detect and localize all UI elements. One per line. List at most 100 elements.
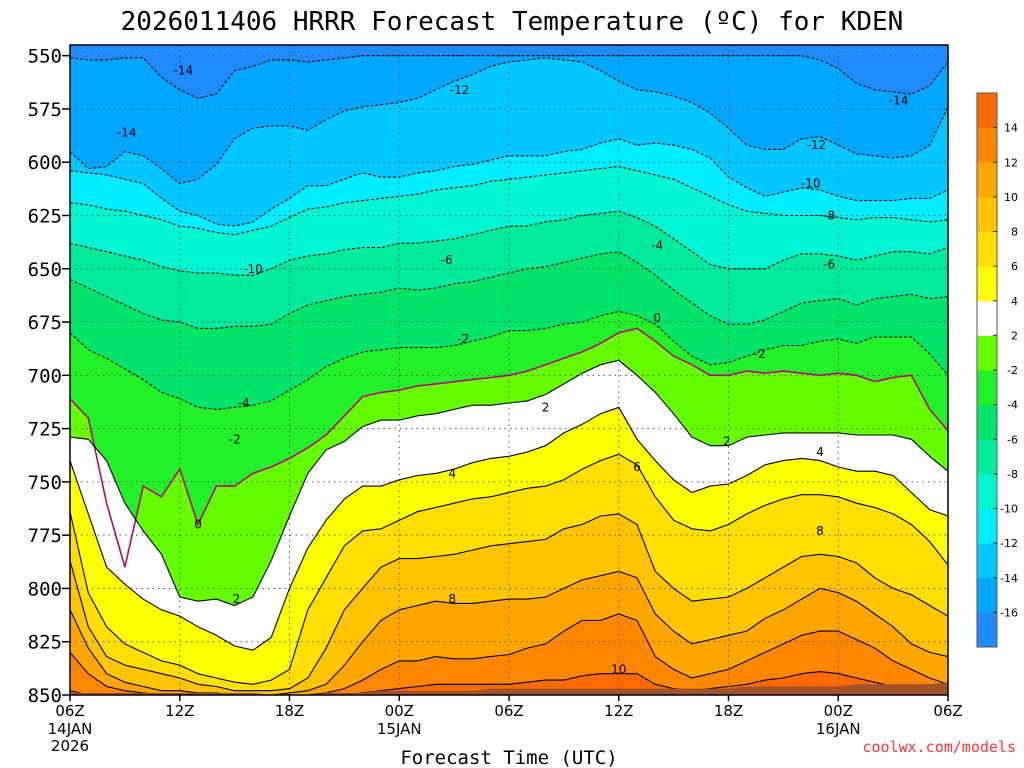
colorbar-label: -8 xyxy=(1007,468,1018,481)
colorbar-label: -4 xyxy=(1007,399,1018,412)
isotherm-0 xyxy=(70,327,948,568)
colorbar-label: 6 xyxy=(1011,260,1018,273)
x-tick-sublabel: 2026 xyxy=(51,737,89,755)
x-tick-label: 12Z xyxy=(604,702,633,720)
colorbar-swatch xyxy=(977,404,997,440)
contour-label: 2 xyxy=(233,592,241,606)
isotherm-4 xyxy=(70,406,948,651)
isotherm--6 xyxy=(70,210,948,276)
colorbar-swatch xyxy=(977,300,997,336)
y-tick-label: 600 xyxy=(28,152,62,174)
x-tick-label: 00Z xyxy=(385,702,414,720)
x-tick-label: 06Z xyxy=(494,702,523,720)
isotherm-14 xyxy=(70,671,948,695)
colorbar-swatch xyxy=(977,370,997,406)
y-tick-label: 850 xyxy=(28,685,62,707)
colorbar-label: -16 xyxy=(1000,606,1018,619)
isotherm--8 xyxy=(70,165,948,236)
contour-label: -14 xyxy=(117,125,137,139)
contour-label: -10 xyxy=(801,177,821,191)
y-tick-label: 575 xyxy=(28,99,62,121)
y-tick-label: 650 xyxy=(28,259,62,281)
colorbar-label: 10 xyxy=(1004,191,1018,204)
contour-label: -14 xyxy=(889,93,909,107)
isotherm-12 xyxy=(70,613,948,695)
x-tick-sublabel: 14JAN xyxy=(48,720,93,738)
isotherm-lines xyxy=(70,55,948,695)
x-tick-sublabel: 15JAN xyxy=(377,720,422,738)
x-axis-label: Forecast Time (UTC) xyxy=(400,747,617,768)
x-tick-label: 18Z xyxy=(714,702,743,720)
contour-label: 4 xyxy=(448,466,456,480)
contour-label: -4 xyxy=(238,396,250,410)
colorbar-swatch xyxy=(977,231,997,267)
colorbar-swatch xyxy=(977,473,997,509)
y-tick-label: 675 xyxy=(28,312,62,334)
source-credit: coolwx.com/models xyxy=(862,738,1016,756)
isotherm--4 xyxy=(70,251,948,329)
x-tick-label: 00Z xyxy=(824,702,853,720)
ground-fill xyxy=(70,682,948,695)
isotherm--2 xyxy=(70,310,948,410)
ground-terrain xyxy=(70,682,948,695)
colorbar-swatch xyxy=(977,612,997,648)
colorbar-label: 12 xyxy=(1004,156,1018,169)
chart-title: 2026011406 HRRR Forecast Temperature (ºC… xyxy=(121,7,904,37)
colorbar-label: -14 xyxy=(1000,572,1018,585)
contour-label: -2 xyxy=(754,347,766,361)
contour-label: -12 xyxy=(806,138,826,152)
colorbar-label: -6 xyxy=(1007,433,1018,446)
contour-label: 0 xyxy=(653,311,661,325)
contour-label: -14 xyxy=(174,64,194,78)
colorbar-swatch xyxy=(977,266,997,302)
contour-label: 10 xyxy=(611,662,626,676)
y-tick-label: 550 xyxy=(28,46,62,68)
isotherm--12 xyxy=(70,57,948,185)
contour-label: -4 xyxy=(651,238,663,252)
contour-label: -6 xyxy=(441,253,453,267)
contour-label: -12 xyxy=(450,83,470,97)
contour-label: 0 xyxy=(194,518,202,532)
isotherm-2 xyxy=(70,359,948,607)
contour-labels: -14 -14 -14 -12 -12 -10 -10 -8 -6 -6 -4 -4 -2 -2 -2 0 0 2… xyxy=(117,64,909,677)
colorbar-swatch xyxy=(977,196,997,232)
contour-label: 8 xyxy=(448,592,456,606)
colorbar-label: -2 xyxy=(1007,364,1018,377)
colorbar-swatch xyxy=(977,335,997,371)
y-tick-label: 825 xyxy=(28,632,62,654)
contour-label: -10 xyxy=(243,262,263,276)
y-tick-label: 800 xyxy=(28,578,62,600)
y-tick-label: 725 xyxy=(28,419,62,441)
colorbar-swatch xyxy=(977,439,997,475)
isotherm-8 xyxy=(70,513,948,692)
x-tick-label: 06Z xyxy=(933,702,962,720)
x-tick-label: 06Z xyxy=(55,702,84,720)
band-above-10 xyxy=(70,571,948,695)
colorbar-label: -12 xyxy=(1000,537,1018,550)
colorbar-swatch xyxy=(977,162,997,198)
colorbar-swatch xyxy=(977,508,997,544)
isotherm-6 xyxy=(70,453,948,685)
contour-label: -6 xyxy=(823,258,835,272)
colorbar-label: 14 xyxy=(1004,122,1018,135)
y-tick-label: 625 xyxy=(28,205,62,227)
contour-label: 4 xyxy=(816,445,824,459)
contour-label: 6 xyxy=(633,460,641,474)
y-tick-label: 700 xyxy=(28,365,62,387)
colorbar-swatch xyxy=(977,543,997,579)
colorbar-swatch xyxy=(977,93,997,129)
contour-label: 2 xyxy=(542,400,550,414)
contour-label: -2 xyxy=(457,332,469,346)
contour-label: -2 xyxy=(229,432,241,446)
colorbar-label: 2 xyxy=(1011,329,1018,342)
y-axis: 550 575 600 625 650 675 700 725 750 775 800 825 850 xyxy=(28,46,70,707)
contour-label: 2 xyxy=(723,434,731,448)
colorbar-legend: -16 -14 -12 -10 -8 -6 -4 -2 2 4 6 8 10 12 14 xyxy=(976,92,1018,648)
isotherm--14 xyxy=(70,55,948,99)
colorbar-swatch xyxy=(977,577,997,613)
contour-label: -8 xyxy=(823,208,835,222)
x-tick-label: 12Z xyxy=(165,702,194,720)
colorbar-label: -10 xyxy=(1000,503,1018,516)
